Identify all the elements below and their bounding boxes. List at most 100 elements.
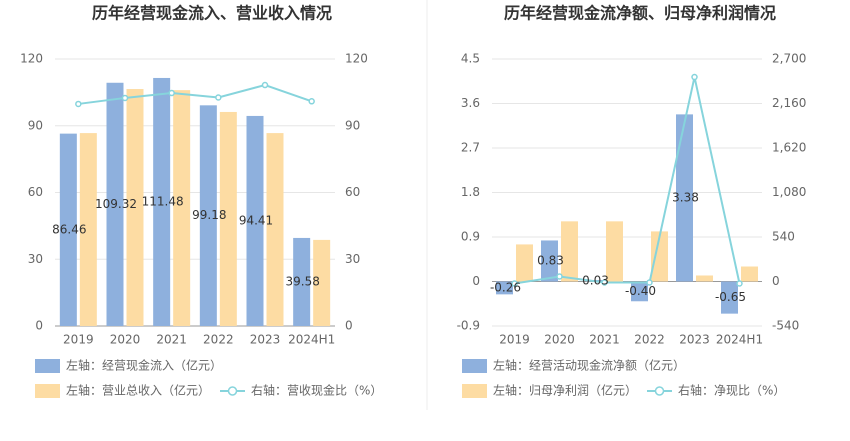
data-label: 0.03	[582, 273, 609, 287]
bar	[173, 90, 191, 327]
legend-swatch	[462, 359, 487, 373]
data-label: 109.32	[95, 197, 137, 211]
data-label: 94.41	[239, 213, 273, 227]
y2-tick-label: 540	[772, 230, 795, 244]
y-tick-label: 4.5	[461, 52, 480, 66]
y-tick-label: 120	[20, 52, 43, 66]
legend-label: 左轴：经营现金流入（亿元）	[66, 358, 222, 373]
data-label: 0.83	[537, 253, 564, 267]
x-tick-label: 2023	[679, 333, 710, 347]
legend-marker	[654, 386, 665, 396]
y-tick-label: 1.8	[461, 185, 480, 199]
y2-tick-label: 1,080	[772, 185, 806, 199]
data-label: -0.26	[490, 280, 521, 294]
bar	[516, 244, 533, 282]
line-point	[121, 94, 129, 102]
bar	[651, 231, 668, 282]
x-tick-label: 2021	[589, 333, 620, 347]
line-point	[691, 73, 698, 81]
x-tick-label: 2020	[110, 333, 141, 347]
chart-title: 历年经营现金流入、营业收入情况	[92, 4, 332, 23]
bar	[79, 133, 97, 326]
data-label: -0.65	[715, 290, 746, 304]
y-tick-label: 0.9	[461, 230, 480, 244]
y2-tick-label: 2,160	[772, 96, 806, 110]
legend-swatch	[35, 359, 60, 373]
x-tick-label: 2020	[544, 333, 575, 347]
y-tick-label: 60	[28, 185, 43, 199]
x-tick-label: 2019	[499, 333, 530, 347]
line-point	[168, 89, 175, 97]
bar	[313, 239, 331, 326]
bar	[721, 281, 738, 314]
y-tick-label: -0.9	[457, 319, 480, 333]
data-label: 99.18	[192, 208, 226, 222]
y2-tick-label: 1,620	[772, 141, 806, 155]
bar	[631, 281, 648, 302]
line-point	[75, 100, 82, 108]
x-tick-label: 2019	[63, 333, 94, 347]
data-label: 86.46	[52, 222, 86, 236]
y-tick-label: 90	[28, 118, 43, 132]
line-point	[556, 273, 563, 280]
legend-label: 左轴：归母净利润（亿元）	[493, 383, 637, 398]
line	[514, 76, 741, 285]
bar	[696, 275, 713, 282]
y-tick-label: 3.6	[461, 96, 480, 110]
bar	[741, 266, 758, 282]
bar	[561, 221, 578, 282]
bar	[293, 237, 311, 326]
data-label: 39.58	[285, 274, 319, 288]
line-point	[736, 280, 743, 287]
y2-tick-label: -540	[772, 319, 799, 333]
x-tick-label: 2021	[156, 333, 187, 347]
y2-tick-label: 120	[345, 52, 368, 66]
legend-label: 左轴：经营活动现金流净额（亿元）	[493, 358, 685, 373]
bar	[266, 133, 284, 326]
legend-label: 右轴：净现比（%）	[678, 383, 785, 398]
legend-swatch	[462, 384, 487, 398]
line	[78, 83, 312, 105]
data-label: -0.40	[625, 284, 656, 298]
bar	[496, 281, 513, 295]
legend-marker	[227, 386, 238, 396]
x-tick-label: 2024H1	[716, 333, 763, 347]
x-tick-label: 2022	[203, 333, 234, 347]
bar	[199, 105, 217, 327]
bar	[59, 133, 77, 326]
legend-swatch	[35, 384, 60, 398]
bar	[606, 221, 623, 282]
bar	[153, 77, 171, 326]
line-point	[215, 94, 222, 101]
line-point	[511, 280, 518, 287]
legend-label: 右轴：营收现金比（%）	[251, 383, 382, 398]
y2-tick-label: 90	[345, 118, 360, 132]
bar	[106, 82, 124, 326]
line-point	[261, 81, 269, 89]
y2-tick-label: 0	[772, 274, 780, 288]
line-point	[308, 98, 315, 105]
y-tick-label: 30	[28, 252, 43, 266]
bar	[676, 114, 693, 282]
y2-tick-label: 30	[345, 252, 360, 266]
bar	[541, 240, 558, 282]
bar	[219, 111, 237, 326]
bar	[246, 115, 264, 327]
y2-tick-label: 0	[345, 319, 353, 333]
y2-tick-label: 60	[345, 185, 360, 199]
x-tick-label: 2023	[250, 333, 281, 347]
data-label: 111.48	[142, 194, 184, 208]
data-label: 3.38	[672, 190, 699, 204]
y-tick-label: 0	[472, 274, 480, 288]
line-point	[646, 279, 653, 286]
x-tick-label: 2024H1	[288, 333, 335, 347]
y-tick-label: 2.7	[461, 141, 480, 155]
y2-tick-label: 2,700	[772, 52, 806, 66]
y-tick-label: 0	[35, 319, 43, 333]
x-tick-label: 2022	[634, 333, 665, 347]
bar	[126, 89, 144, 326]
line-point	[601, 279, 608, 286]
legend-label: 左轴：营业总收入（亿元）	[66, 383, 210, 398]
chart-title: 历年经营现金流净额、归母净利润情况	[504, 4, 776, 23]
